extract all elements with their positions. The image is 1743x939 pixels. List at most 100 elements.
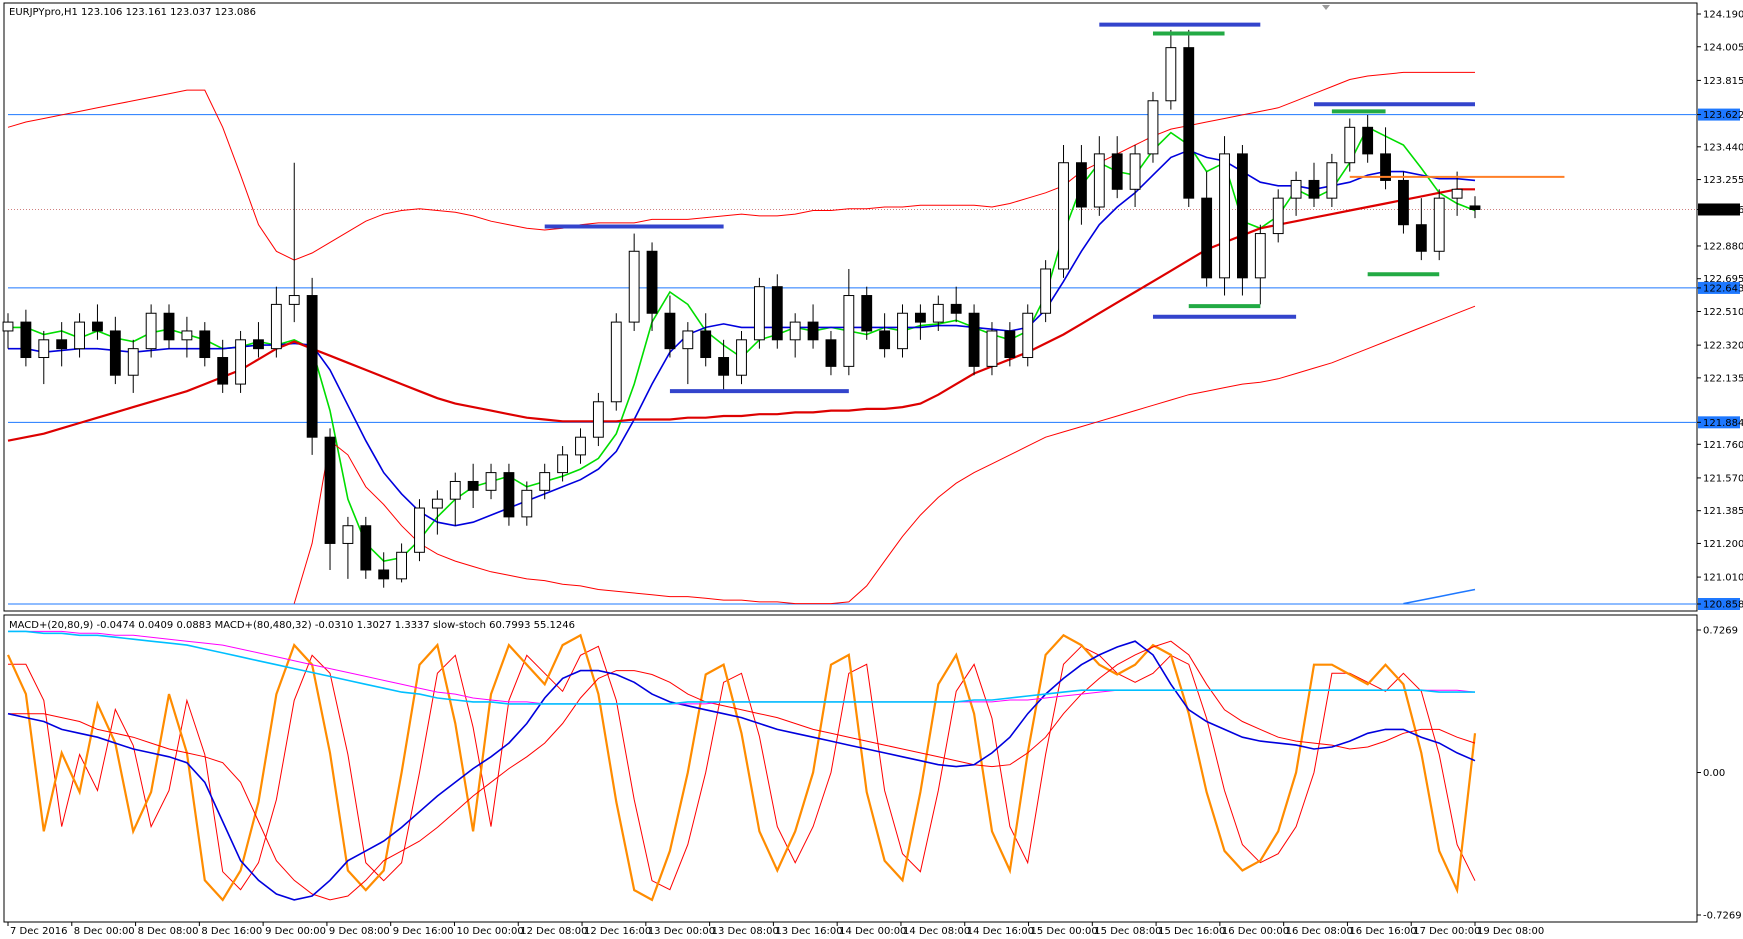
candle-body [879, 330, 891, 350]
candle-body [217, 357, 229, 385]
indicator-tick-label: 0.00 [1703, 768, 1725, 779]
candle-body [1058, 162, 1069, 270]
time-tick-label: 16 Dec 00:00 [1222, 926, 1289, 937]
candle-body [968, 312, 980, 367]
price-tick-label: 123.440 [1703, 142, 1743, 153]
candle [664, 295, 676, 358]
price-tick-label: 123.815 [1703, 76, 1743, 87]
candle-body [1308, 179, 1320, 199]
candle [1111, 136, 1123, 199]
candle-body [771, 286, 783, 341]
candle-body [736, 339, 747, 376]
candle [20, 309, 32, 367]
candle [217, 339, 229, 393]
candle [1254, 224, 1266, 305]
candle-body [109, 330, 121, 376]
candle [1219, 136, 1230, 296]
level-price-tag [1698, 598, 1740, 610]
candle-body [843, 295, 855, 367]
candle-body [521, 489, 533, 518]
level-price-tag [1698, 281, 1740, 294]
candle [467, 463, 479, 509]
current-price-tag [1698, 203, 1740, 216]
candle-body [378, 569, 390, 580]
indicator-panel [3, 614, 1698, 923]
candle-body [1093, 153, 1105, 208]
candle-body [557, 454, 569, 474]
time-tick-label: 9 Dec 16:00 [393, 926, 454, 937]
candle-body [1022, 312, 1034, 359]
time-tick-label: 14 Dec 00:00 [839, 926, 906, 937]
candle [932, 295, 944, 331]
candle [306, 277, 318, 455]
candle [1451, 171, 1463, 216]
price-tick-label: 122.510 [1703, 307, 1743, 318]
price-tick-label: 123.086 [1703, 205, 1743, 216]
candle-body [92, 321, 103, 332]
candle [539, 463, 551, 500]
level-price-tag [1698, 416, 1740, 429]
candle-body [825, 339, 837, 367]
price-tick-label: 121.385 [1703, 506, 1743, 517]
candle [1237, 145, 1248, 296]
time-tick-label: 7 Dec 2016 [10, 926, 68, 937]
candle [736, 330, 747, 385]
candle-body [1129, 153, 1141, 190]
candle [592, 392, 604, 447]
candle [968, 304, 980, 376]
price-tick-label: 122.695 [1703, 274, 1743, 285]
candle [682, 322, 694, 385]
candle-body [20, 321, 32, 359]
price-tick-label: 121.760 [1703, 440, 1743, 451]
candle-body [1398, 179, 1409, 226]
candle [1344, 118, 1356, 172]
candle [396, 543, 408, 583]
candle [163, 304, 175, 349]
time-tick-label: 8 Dec 08:00 [138, 926, 199, 937]
candle-body [288, 295, 300, 305]
candle-body [1040, 268, 1052, 314]
candle-body [235, 339, 246, 385]
upper-band-line [7, 71, 1475, 261]
candle-body [1344, 126, 1356, 164]
candle-body [253, 339, 264, 350]
candle-body [1147, 100, 1159, 155]
time-tick-label: 19 Dec 08:00 [1477, 926, 1544, 937]
candle-body [1415, 224, 1427, 252]
candle [378, 552, 390, 588]
time-tick-label: 13 Dec 16:00 [775, 926, 842, 937]
candle [1093, 136, 1105, 216]
dropdown-arrow-icon[interactable] [1322, 5, 1330, 10]
candle-body [1004, 330, 1016, 359]
candle [753, 277, 765, 349]
candle [646, 242, 658, 331]
candle [74, 313, 85, 358]
candle-body [1380, 153, 1391, 181]
candle-body [56, 339, 68, 350]
candle [235, 330, 246, 393]
candle-body [1290, 179, 1302, 199]
candle [1380, 127, 1391, 190]
candle-body [1326, 162, 1338, 199]
candle [1433, 189, 1445, 261]
candle [807, 304, 819, 349]
candle-body [467, 480, 479, 491]
candle [127, 339, 139, 393]
candle [288, 162, 300, 323]
candle [521, 481, 533, 526]
candle [449, 472, 461, 526]
candle [1022, 304, 1034, 367]
price-tick-label: 122.643 [1703, 283, 1743, 294]
candle [2, 313, 14, 349]
candle-body [807, 321, 819, 341]
candle-body [1183, 47, 1195, 199]
candle-body [789, 321, 801, 341]
candle [181, 316, 193, 358]
candle-body [1433, 197, 1445, 252]
indicator-title: MACD+(20,80,9) -0.0474 0.0409 0.0883 MAC… [9, 620, 575, 631]
candle-body [1165, 47, 1177, 102]
candle-body [1272, 197, 1284, 235]
time-tick-label: 9 Dec 00:00 [265, 926, 326, 937]
price-tick-label: 121.200 [1703, 539, 1743, 550]
time-tick-label: 8 Dec 16:00 [201, 926, 262, 937]
